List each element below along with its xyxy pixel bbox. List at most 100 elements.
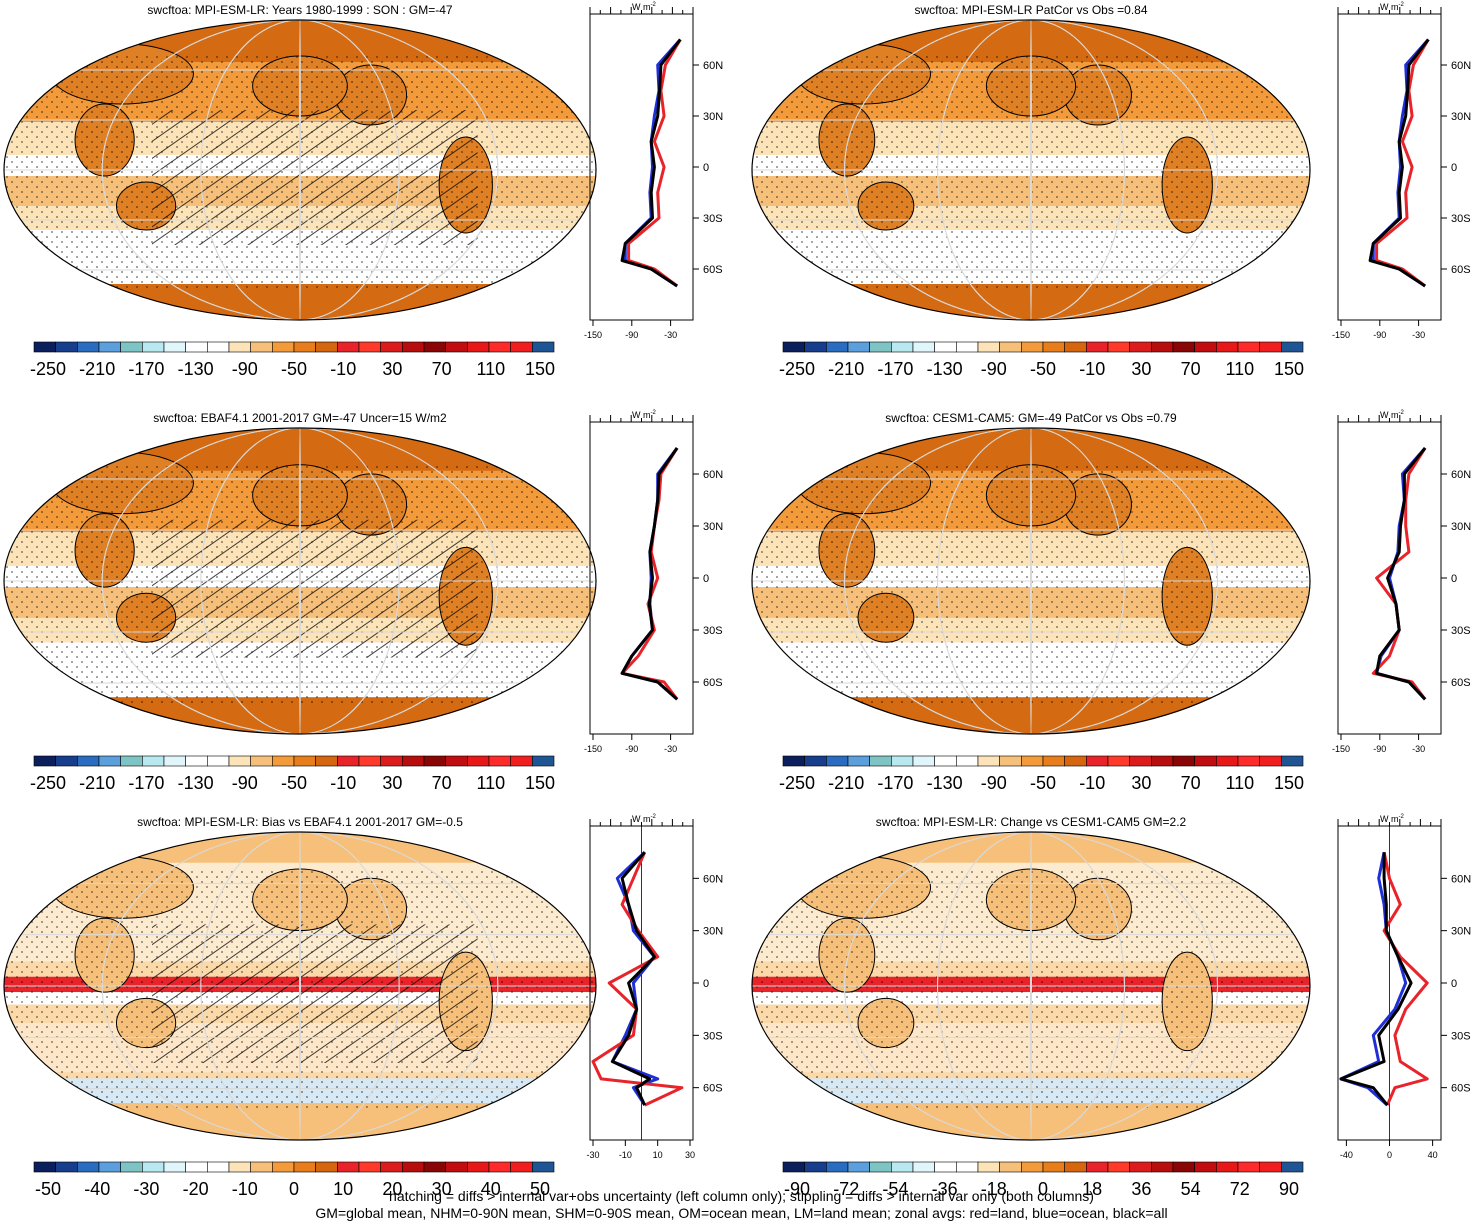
colorbar-segment [1021, 341, 1044, 353]
zonal-lat-label: 60N [703, 60, 723, 72]
colorbar-segment [1107, 341, 1130, 353]
zonal-lat-label: 30N [1451, 111, 1471, 123]
colorbar-segment [510, 1161, 533, 1173]
colorbar-segment [934, 341, 957, 353]
colorbar-segment [55, 755, 78, 767]
map-field [752, 832, 1310, 1140]
colorbar-tick-label: 150 [525, 359, 555, 379]
panel: swcftoa: EBAF4.1 2001-2017 GM=-47 Uncer=… [3, 411, 597, 735]
colorbar-segment [1107, 1161, 1130, 1173]
colorbar: -250 -210 -170 -130 -90 -50 -10 30 70 110 150 [779, 755, 1304, 793]
panel-title: swcftoa: MPI-ESM-LR: Change vs CESM1-CAM… [876, 815, 1187, 829]
colorbar-segment [934, 755, 957, 767]
colorbar-segment [98, 341, 121, 353]
colorbar-segment [956, 1161, 979, 1173]
colorbar-segment [912, 1161, 935, 1173]
colorbar-tick-label: 54 [1181, 1179, 1201, 1199]
colorbar-segment [250, 1161, 273, 1173]
colorbar-segment [1172, 755, 1195, 767]
panel: swcftoa: CESM1-CAM5: GM=-49 PatCor vs Ob… [751, 411, 1311, 735]
colorbar-segment [999, 341, 1022, 353]
colorbar-segment [1194, 341, 1217, 353]
zonal-lat-label: 30N [1451, 521, 1471, 533]
colorbar-segment [1172, 341, 1195, 353]
colorbar-tick-label: -130 [178, 773, 214, 793]
graticule-lon [844, 428, 1218, 734]
graticule-lon [1030, 428, 1032, 734]
graticule-lon [299, 832, 301, 1140]
graticule-lon [200, 428, 400, 734]
colorbar-tick-label: 30 [1131, 359, 1151, 379]
colorbar-segment [98, 1161, 121, 1173]
colorbar-tick-label: -10 [330, 359, 356, 379]
colorbar-segment [293, 755, 316, 767]
graticule [4, 428, 596, 734]
zonal-lat-label: 60N [1451, 469, 1471, 481]
colorbar-segment [1042, 755, 1065, 767]
map-field [4, 428, 596, 734]
colorbar-tick-label: -250 [30, 773, 66, 793]
zonal-lat-label: 0 [1451, 978, 1457, 990]
zonal-bottom-label: -30 [1412, 330, 1425, 340]
colorbar-segment [185, 755, 208, 767]
map-outline [751, 19, 1311, 321]
colorbar-segment [1064, 341, 1087, 353]
colorbar-segment [272, 341, 295, 353]
colorbar-segment [891, 1161, 914, 1173]
zonal-lat-label: 30S [703, 625, 723, 637]
colorbar-segment [207, 755, 230, 767]
colorbar-segment [869, 755, 892, 767]
colorbar-segment [33, 341, 56, 353]
zonal-lat-label: 60S [703, 1083, 723, 1095]
colorbar-segment [532, 341, 555, 353]
colorbar-tick-label: -10 [330, 773, 356, 793]
zonal-units: W m-2 [1380, 410, 1404, 420]
zonal-bottom-label: -150 [584, 330, 602, 340]
zonal-lat-label: 0 [703, 573, 709, 585]
colorbar-tick-label: 72 [1230, 1179, 1250, 1199]
graticule-lon [937, 20, 1125, 320]
zonal-lat-label: 30N [703, 926, 723, 938]
graticule-lon [101, 428, 499, 734]
zonal-lat-label: 30S [703, 213, 723, 225]
zonal-plot: W m-2 60N 30N 0 30S 60S -40 0 40 [1337, 814, 1471, 1160]
map-field [4, 20, 596, 320]
colorbar-tick-label: 110 [476, 359, 505, 379]
colorbar-segment [1216, 755, 1239, 767]
graticule-lon [299, 428, 301, 734]
colorbar-tick-label: -250 [779, 773, 815, 793]
colorbar-segment [77, 341, 100, 353]
all-profile-line [620, 38, 682, 288]
zonal-units: W m-2 [632, 410, 656, 420]
zonal-lat-label: 60S [703, 264, 723, 276]
zonal-bottom-label: -150 [1332, 744, 1350, 754]
colorbar-segment [977, 1161, 1000, 1173]
graticule [4, 20, 596, 320]
colorbar-segment [207, 1161, 230, 1173]
colorbar-segment [804, 341, 827, 353]
colorbar-segment [380, 755, 403, 767]
graticule-lon [844, 832, 1218, 1140]
colorbar-segment [315, 341, 338, 353]
colorbar: -50 -40 -30 -20 -10 0 10 20 30 40 50 [33, 1161, 555, 1199]
colorbar-tick-label: -210 [828, 773, 864, 793]
colorbar-segment [337, 1161, 360, 1173]
zonal-plot: W m-2 60N 30N 0 30S 60S -150 -90 -30 [1332, 2, 1471, 340]
colorbar-tick-label: 110 [1225, 359, 1254, 379]
zonal-lat-label: 60S [1451, 1083, 1471, 1095]
colorbar-tick-label: -72 [833, 1179, 859, 1199]
zonal-plot: W m-2 60N 30N 0 30S 60S -150 -90 -30 [1332, 410, 1471, 754]
colorbar-segment [1281, 341, 1304, 353]
colorbar-tick-label: -10 [232, 1179, 258, 1199]
land-profile-line [1375, 38, 1430, 288]
colorbar-segment [956, 341, 979, 353]
colorbar-segment [293, 341, 316, 353]
zonal-bottom-label: -10 [619, 1150, 632, 1160]
colorbar-segment [1129, 1161, 1152, 1173]
graticule [4, 832, 596, 1140]
panel-title: swcftoa: MPI-ESM-LR: Bias vs EBAF4.1 200… [137, 815, 463, 829]
colorbar-segment [1281, 1161, 1304, 1173]
colorbar-tick-label: 10 [333, 1179, 353, 1199]
panel: swcftoa: MPI-ESM-LR PatCor vs Obs =0.84 [751, 3, 1311, 321]
